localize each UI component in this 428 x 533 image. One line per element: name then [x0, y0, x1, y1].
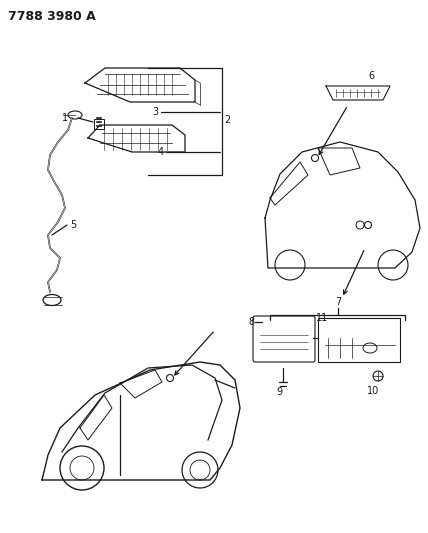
Text: 7788 3980 A: 7788 3980 A: [8, 10, 96, 22]
Text: 7: 7: [335, 297, 341, 307]
Text: 4: 4: [158, 147, 164, 157]
Text: 11: 11: [316, 313, 328, 323]
Text: 3: 3: [152, 107, 158, 117]
Bar: [94, 119, 104, 129]
Text: 10: 10: [367, 386, 379, 396]
Text: 5: 5: [70, 220, 76, 230]
Text: 2: 2: [224, 115, 230, 125]
Text: 1: 1: [62, 113, 68, 123]
Text: 9: 9: [276, 387, 282, 397]
Text: 6: 6: [368, 71, 374, 81]
Text: 8: 8: [248, 317, 254, 327]
Bar: [318, 318, 400, 362]
